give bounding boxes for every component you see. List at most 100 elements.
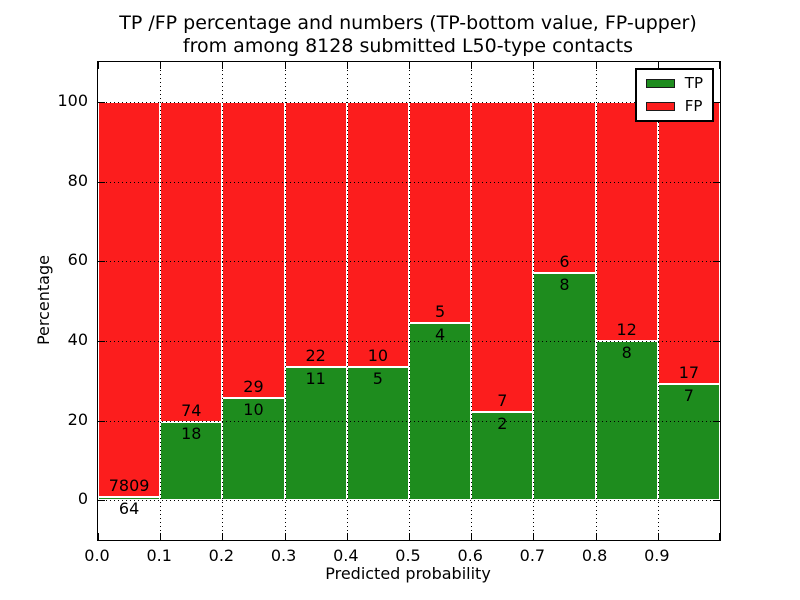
bar-label-fp: 22 (305, 346, 326, 366)
y-tick-mark (98, 420, 105, 422)
gridline-vertical (160, 62, 162, 540)
x-tick-mark (160, 533, 162, 540)
chart-title: TP /FP percentage and numbers (TP-bottom… (97, 12, 719, 58)
x-tick-label: 0.0 (84, 546, 110, 565)
x-tick-mark (471, 533, 473, 540)
bar-segment-fp (657, 101, 720, 384)
y-tick-label: 20 (67, 409, 88, 429)
bar-segment-fp (595, 101, 658, 341)
x-tick-mark (719, 533, 720, 540)
gridline-vertical (346, 62, 348, 540)
gridline-vertical (657, 62, 659, 540)
bar-label-tp: 5 (372, 369, 383, 389)
legend-item-fp: FP (645, 97, 703, 115)
x-tick-mark (657, 533, 659, 540)
y-tick-mark (98, 261, 105, 263)
gridline-vertical (409, 62, 410, 540)
x-tick-label: 0.4 (333, 546, 359, 565)
gridline-vertical (222, 62, 224, 540)
x-tick-mark (595, 533, 597, 540)
x-axis-title: Predicted probability (325, 564, 491, 583)
x-tick-label: 0.5 (395, 546, 421, 565)
x-tick-mark (160, 62, 162, 69)
chart-title-line2: from among 8128 submitted L50-type conta… (182, 35, 634, 57)
x-tick-mark (533, 533, 535, 540)
x-tick-mark (409, 533, 410, 540)
gridline-vertical (284, 62, 286, 540)
y-tick-mark (713, 420, 720, 422)
bar-label-fp: 12 (616, 319, 637, 339)
y-tick-label: 60 (67, 250, 88, 270)
y-tick-mark (713, 101, 720, 103)
y-tick-mark (98, 340, 105, 342)
x-tick-mark (719, 62, 720, 69)
x-tick-mark (533, 62, 535, 69)
legend-item-tp: TP (645, 76, 703, 91)
bar-label-tp: 8 (559, 274, 570, 294)
bar-label-tp: 2 (497, 413, 508, 433)
y-tick-mark (713, 340, 720, 342)
bar-label-fp: 10 (367, 346, 389, 366)
bar-segment-tp (222, 398, 285, 501)
fp-color-swatch-icon (645, 102, 675, 111)
bar-label-tp: 7 (683, 385, 694, 405)
x-tick-mark (346, 533, 348, 540)
bar-segment-fp (471, 101, 534, 412)
bar-segment-fp (98, 101, 161, 497)
x-tick-mark (409, 62, 410, 69)
y-tick-mark (713, 261, 720, 263)
y-tick-label: 0 (77, 489, 88, 509)
x-tick-label: 0.2 (208, 546, 235, 565)
y-tick-label: 80 (67, 170, 88, 190)
x-tick-label: 0.9 (644, 546, 670, 565)
legend: TP FP (634, 68, 714, 122)
bar-label-fp: 17 (678, 363, 700, 382)
bar-segment-tp (657, 383, 720, 501)
x-tick-mark (98, 62, 99, 69)
y-axis-title: Percentage (34, 255, 53, 346)
y-tick-label: 100 (57, 90, 88, 110)
x-tick-label: 0.1 (146, 546, 172, 565)
x-tick-mark (595, 62, 597, 69)
bar-segment-tp (409, 323, 472, 501)
legend-label-fp: FP (684, 97, 703, 115)
bar-label-tp: 8 (621, 342, 632, 362)
gridline-vertical (595, 62, 597, 540)
x-tick-mark (222, 62, 224, 69)
bar-label-fp: 7 (497, 390, 508, 410)
x-tick-label: 0.6 (457, 546, 483, 565)
chart-title-line1: TP /FP percentage and numbers (TP-bottom… (119, 12, 697, 34)
gridline-vertical (471, 62, 473, 540)
y-tick-mark (98, 181, 105, 183)
x-tick-mark (222, 533, 224, 540)
gridline-vertical (533, 62, 535, 540)
bar-segment-tp (98, 496, 161, 501)
x-tick-mark (284, 62, 286, 69)
bar-segment-fp (222, 101, 285, 399)
bar-segment-fp (409, 101, 472, 324)
bar-label-tp: 64 (118, 498, 140, 518)
bar-label-tp: 10 (243, 400, 264, 420)
bar-segment-fp (346, 101, 409, 368)
y-tick-mark (713, 181, 720, 183)
bar-segment-tp (284, 367, 347, 501)
y-tick-mark (98, 101, 105, 103)
bar-label-tp: 18 (181, 424, 202, 444)
x-tick-label: 0.7 (519, 546, 546, 565)
bar-label-fp: 29 (243, 377, 264, 397)
x-tick-mark (346, 62, 348, 69)
bar-label-fp: 5 (435, 302, 446, 322)
tp-color-swatch-icon (645, 79, 675, 88)
x-tick-mark (284, 533, 286, 540)
y-tick-label: 40 (67, 329, 88, 349)
x-tick-mark (471, 62, 473, 69)
x-tick-mark (98, 533, 99, 540)
plot-area: TP FP 7809 64 74 18 29 10 22 11 10 5 5 4 7 2 6 8 12 8 17 7 (97, 61, 721, 541)
bar-label-tp: 4 (435, 325, 446, 345)
bar-segment-fp (284, 101, 347, 368)
bar-segment-tp (471, 411, 534, 501)
bar-label-tp: 11 (305, 369, 326, 389)
x-tick-label: 0.8 (581, 546, 608, 565)
bar-label-fp: 6 (559, 251, 570, 271)
